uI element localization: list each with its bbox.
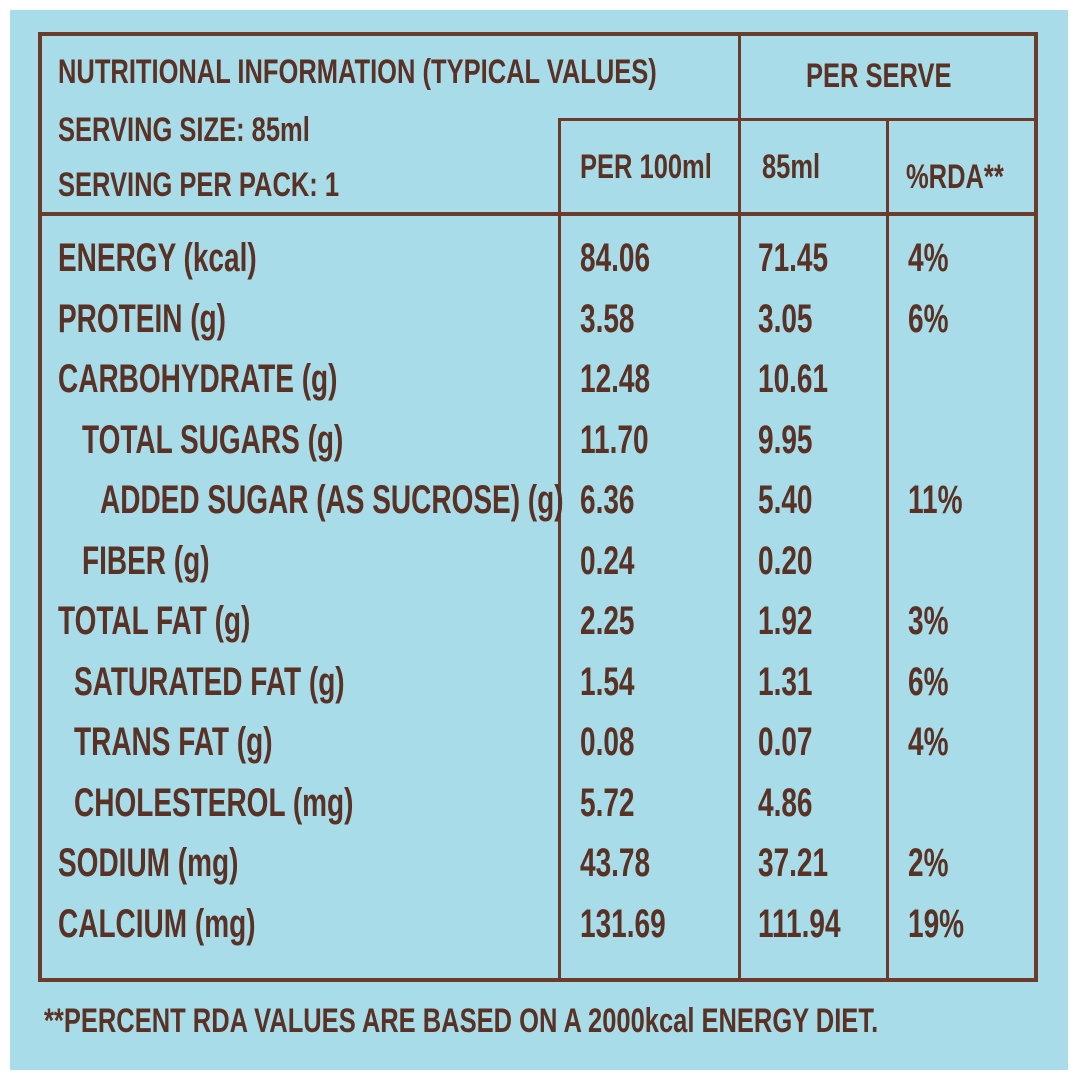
value-rda: 4% xyxy=(908,236,949,280)
per-serve-rule xyxy=(558,118,1038,121)
value-per-100ml: 131.69 xyxy=(580,902,666,946)
nutrient-name: FIBER (g) xyxy=(82,539,210,583)
value-per-serve: 37.21 xyxy=(758,841,829,885)
col-divider-per-serve xyxy=(738,32,741,982)
value-rda: 11% xyxy=(908,478,963,522)
footnote: **PERCENT RDA VALUES ARE BASED ON A 2000… xyxy=(44,1002,879,1040)
value-per-serve: 1.31 xyxy=(758,660,813,704)
value-per-100ml: 84.06 xyxy=(580,236,651,280)
nutrient-name: TRANS FAT (g) xyxy=(74,720,273,764)
value-rda: 6% xyxy=(908,660,949,704)
nutrient-name: ADDED SUGAR (AS SUCROSE) (g) xyxy=(100,478,564,522)
value-rda: 4% xyxy=(908,720,949,764)
table-title: NUTRITIONAL INFORMATION (TYPICAL VALUES) xyxy=(58,53,657,91)
value-per-serve: 111.94 xyxy=(758,902,841,946)
nutrient-name: ENERGY (kcal) xyxy=(58,236,257,280)
value-per-serve: 10.61 xyxy=(758,357,829,401)
header-bottom-rule xyxy=(38,212,1038,216)
nutrient-name: CHOLESTEROL (mg) xyxy=(74,781,354,825)
col-divider-per100 xyxy=(558,118,561,982)
col-header-per100: PER 100ml xyxy=(580,148,712,186)
value-per-serve: 5.40 xyxy=(758,478,813,522)
value-per-serve: 0.20 xyxy=(758,539,813,583)
value-per-100ml: 0.08 xyxy=(580,720,635,764)
value-per-serve: 3.05 xyxy=(758,297,813,341)
nutrient-name: PROTEIN (g) xyxy=(58,297,226,341)
value-per-100ml: 43.78 xyxy=(580,841,651,885)
value-per-100ml: 6.36 xyxy=(580,478,635,522)
col-header-per-serve: 85ml xyxy=(762,148,821,186)
nutrient-name: TOTAL FAT (g) xyxy=(58,599,251,643)
serving-size: SERVING SIZE: 85ml xyxy=(58,111,310,149)
per-serve-heading: PER SERVE xyxy=(806,57,952,95)
nutrient-name: SATURATED FAT (g) xyxy=(74,660,345,704)
value-per-100ml: 11.70 xyxy=(580,418,649,462)
nutrient-name: CALCIUM (mg) xyxy=(58,902,256,946)
value-per-serve: 4.86 xyxy=(758,781,813,825)
col-divider-rda xyxy=(886,118,889,982)
value-per-serve: 0.07 xyxy=(758,720,813,764)
value-per-100ml: 12.48 xyxy=(580,357,651,401)
value-per-serve: 1.92 xyxy=(758,599,813,643)
nutrition-label-panel: NUTRITIONAL INFORMATION (TYPICAL VALUES)… xyxy=(10,10,1068,1070)
value-per-100ml: 2.25 xyxy=(580,599,635,643)
value-rda: 19% xyxy=(908,902,965,946)
nutrition-table-border xyxy=(38,32,1038,982)
value-per-100ml: 0.24 xyxy=(580,539,635,583)
value-per-100ml: 1.54 xyxy=(580,660,635,704)
value-per-serve: 71.45 xyxy=(758,236,829,280)
value-rda: 6% xyxy=(908,297,949,341)
value-per-serve: 9.95 xyxy=(758,418,813,462)
value-per-100ml: 3.58 xyxy=(580,297,635,341)
nutrient-name: SODIUM (mg) xyxy=(58,841,239,885)
nutrient-name: TOTAL SUGARS (g) xyxy=(82,418,344,462)
col-header-rda: %RDA** xyxy=(906,158,1004,196)
nutrient-name: CARBOHYDRATE (g) xyxy=(58,357,338,401)
value-rda: 3% xyxy=(908,599,949,643)
value-rda: 2% xyxy=(908,841,949,885)
servings-per-pack: SERVING PER PACK: 1 xyxy=(58,166,340,204)
value-per-100ml: 5.72 xyxy=(580,781,635,825)
